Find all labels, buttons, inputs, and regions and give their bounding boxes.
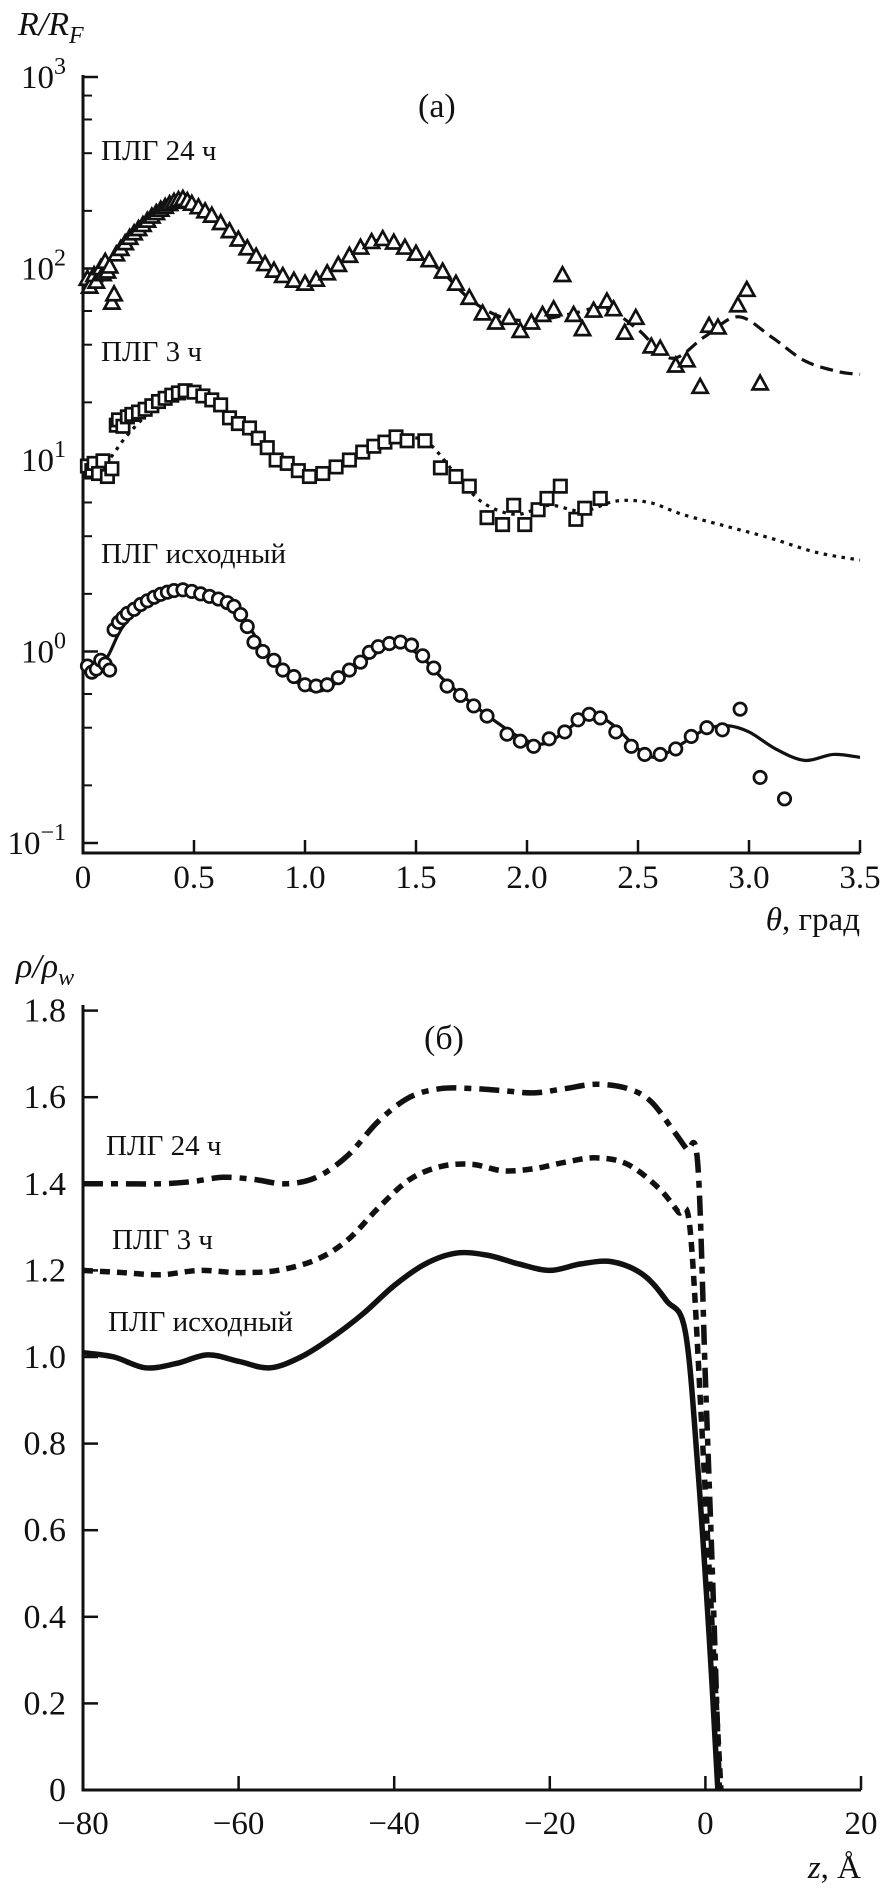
svg-text:1.6: 1.6	[24, 1079, 67, 1116]
svg-text:−60: −60	[213, 1806, 265, 1842]
svg-text:0: 0	[697, 1806, 714, 1842]
svg-text:0.4: 0.4	[24, 1599, 67, 1636]
svg-text:1.0: 1.0	[24, 1339, 67, 1376]
svg-text:0.2: 0.2	[24, 1685, 67, 1722]
svg-text:3.5: 3.5	[839, 860, 880, 896]
svg-text:0: 0	[49, 1772, 66, 1809]
panel-b-series-label-3h: ПЛГ 3 ч	[112, 1224, 213, 1256]
svg-text:101: 101	[21, 437, 66, 479]
svg-text:2.5: 2.5	[617, 860, 658, 896]
panel-b-x-axis-title: z, Å	[807, 1850, 861, 1886]
panel-a-letter: (а)	[418, 88, 456, 125]
panel-b-letter: (б)	[424, 1020, 464, 1057]
svg-text:2.0: 2.0	[506, 860, 547, 896]
svg-text:0.8: 0.8	[24, 1426, 67, 1463]
svg-text:1.8: 1.8	[24, 993, 67, 1030]
panel-a-y-axis-title: R/RF	[18, 6, 84, 49]
svg-text:10−1: 10−1	[7, 820, 66, 862]
svg-text:100: 100	[21, 629, 66, 671]
panel-b-series-label-initial: ПЛГ исходный	[108, 1306, 293, 1338]
svg-text:−20: −20	[524, 1806, 576, 1842]
svg-text:1.0: 1.0	[284, 860, 325, 896]
svg-text:0: 0	[75, 860, 92, 896]
panel-a-series-label-3h: ПЛГ 3 ч	[101, 336, 202, 368]
panel-b-y-axis-title: ρ/ρw	[16, 948, 75, 991]
svg-text:0.6: 0.6	[24, 1512, 67, 1549]
svg-text:−80: −80	[57, 1806, 109, 1842]
svg-text:1.4: 1.4	[24, 1166, 67, 1203]
svg-text:102: 102	[21, 246, 66, 288]
panel-a-series-label-24h: ПЛГ 24 ч	[101, 135, 217, 167]
svg-text:3.0: 3.0	[728, 860, 769, 896]
svg-text:1.2: 1.2	[24, 1252, 67, 1289]
panel-a-x-axis-title: θ, град	[765, 902, 860, 938]
panel-a-series-label-initial: ПЛГ исходный	[101, 538, 286, 570]
panel-b-series-label-24h: ПЛГ 24 ч	[106, 1130, 222, 1162]
svg-text:0.5: 0.5	[173, 860, 214, 896]
svg-text:103: 103	[21, 54, 66, 96]
svg-text:−40: −40	[368, 1806, 420, 1842]
svg-text:1.5: 1.5	[395, 860, 436, 896]
svg-text:20: 20	[845, 1806, 878, 1842]
